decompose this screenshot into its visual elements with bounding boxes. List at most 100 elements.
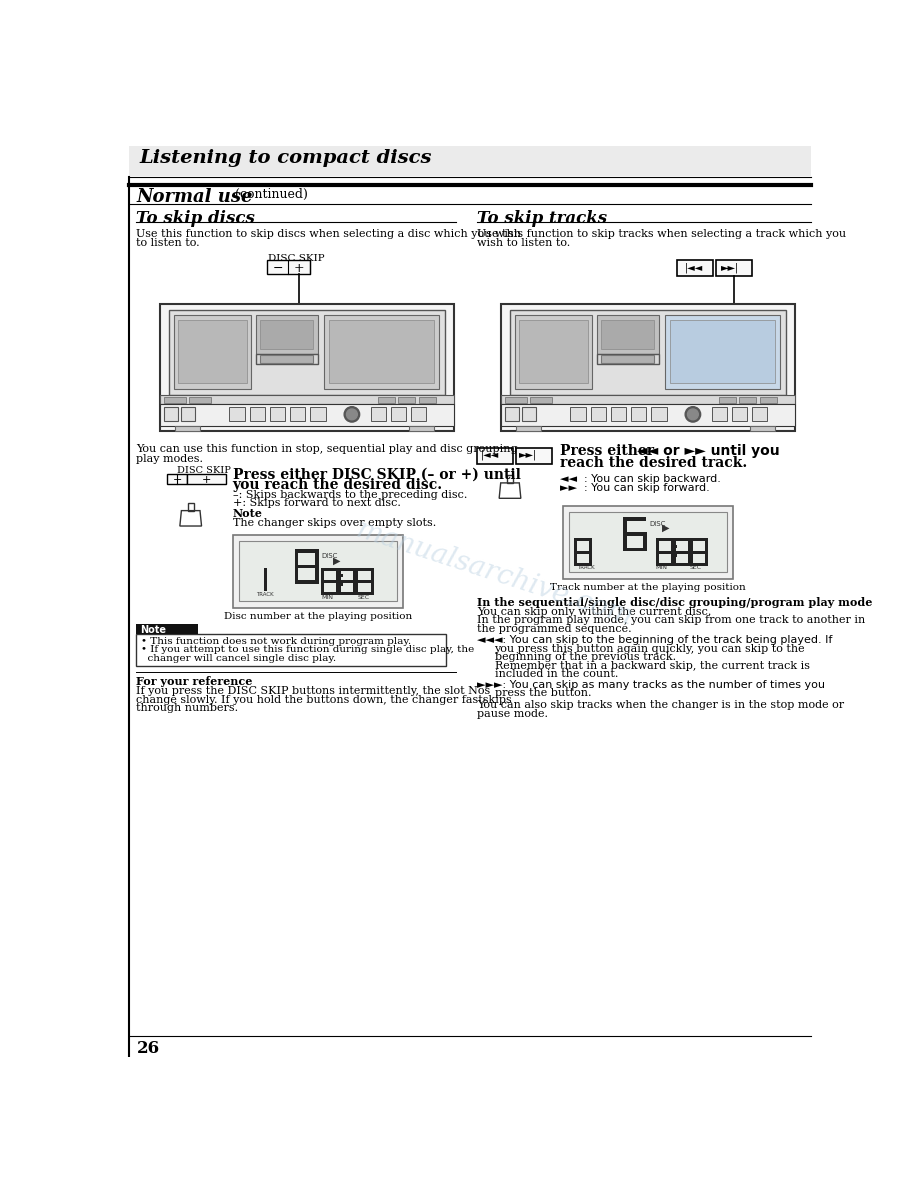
Text: the programmed sequence.: the programmed sequence. <box>477 624 633 634</box>
Text: DISC SKIP: DISC SKIP <box>268 254 324 264</box>
Bar <box>256 354 318 365</box>
Bar <box>419 397 436 403</box>
Bar <box>178 320 247 383</box>
Circle shape <box>346 409 357 419</box>
Bar <box>691 538 707 542</box>
Bar <box>655 551 659 565</box>
Bar <box>250 407 265 422</box>
Text: In the program play mode, you can skip from one track to another in: In the program play mode, you can skip f… <box>477 615 866 625</box>
Bar <box>398 397 416 403</box>
Bar <box>174 315 252 388</box>
Bar <box>137 634 446 666</box>
Bar <box>477 448 513 463</box>
Text: you reach the desired disc.: you reach the desired disc. <box>232 479 442 492</box>
Text: Press either DISC SKIP (– or +) until: Press either DISC SKIP (– or +) until <box>232 468 521 481</box>
Text: DISC: DISC <box>321 552 337 560</box>
Text: |◄◄: |◄◄ <box>685 263 703 273</box>
Bar <box>355 580 358 595</box>
Bar <box>597 315 659 354</box>
Text: 26: 26 <box>137 1040 160 1056</box>
Circle shape <box>688 409 699 419</box>
Text: Note: Note <box>232 508 263 519</box>
Bar <box>297 549 318 552</box>
Text: Track number at the playing position: Track number at the playing position <box>550 583 745 592</box>
Bar <box>353 580 356 595</box>
Bar <box>371 568 374 583</box>
Text: You can skip only within the current disc.: You can skip only within the current dis… <box>477 607 711 617</box>
Text: For your reference: For your reference <box>137 676 252 687</box>
Bar <box>705 538 709 554</box>
Bar <box>356 568 372 570</box>
Bar <box>340 580 355 583</box>
Bar <box>625 517 646 520</box>
Text: DISC: DISC <box>650 520 666 526</box>
Text: (continued): (continued) <box>231 188 308 201</box>
Text: +: Skips forward to next disc.: +: Skips forward to next disc. <box>232 498 400 508</box>
Text: MIN: MIN <box>655 565 667 570</box>
Bar <box>623 517 627 536</box>
Bar <box>657 538 673 542</box>
Bar <box>671 538 675 554</box>
Text: change slowly. If you hold the buttons down, the changer fastskips: change slowly. If you hold the buttons d… <box>137 695 512 704</box>
Bar <box>570 407 586 422</box>
Text: • This function does not work during program play.: • This function does not work during pro… <box>141 637 411 646</box>
Text: Use this function to skip discs when selecting a disc which you wish: Use this function to skip discs when sel… <box>137 229 521 239</box>
Bar <box>187 474 226 485</box>
Circle shape <box>344 406 360 422</box>
Bar <box>261 320 313 349</box>
Bar <box>574 551 577 565</box>
Bar <box>625 532 646 536</box>
Bar <box>505 407 520 422</box>
Text: ►►|: ►►| <box>520 450 538 460</box>
Bar <box>601 355 655 362</box>
Bar <box>688 538 691 554</box>
Bar <box>691 563 707 565</box>
Text: Normal use: Normal use <box>137 188 253 206</box>
Text: –: Skips backwards to the preceding disc.: –: Skips backwards to the preceding disc… <box>232 489 467 500</box>
Text: to listen to.: to listen to. <box>137 238 200 248</box>
Bar <box>295 564 298 583</box>
Bar <box>500 404 795 426</box>
Text: Listening to compact discs: Listening to compact discs <box>140 148 432 166</box>
Text: To skip tracks: To skip tracks <box>477 209 608 227</box>
Text: ◄◄◄: You can skip to the beginning of the track being played. If: ◄◄◄: You can skip to the beginning of th… <box>477 636 833 645</box>
Bar <box>601 320 655 349</box>
Bar <box>189 397 211 403</box>
Text: Use this function to skip tracks when selecting a track which you: Use this function to skip tracks when se… <box>477 229 846 239</box>
Bar <box>657 563 673 565</box>
Bar <box>321 580 324 595</box>
Bar <box>175 426 200 431</box>
Bar <box>675 538 689 542</box>
Bar <box>631 407 646 422</box>
Bar <box>340 574 342 577</box>
Text: press the button.: press the button. <box>495 689 591 699</box>
Text: TRACK: TRACK <box>577 565 594 570</box>
Text: ▶: ▶ <box>333 555 341 565</box>
Bar <box>340 583 342 586</box>
Text: −: − <box>273 261 283 274</box>
Bar <box>329 320 434 383</box>
Text: Disc number at the playing position: Disc number at the playing position <box>224 612 412 621</box>
Bar <box>295 549 298 568</box>
Text: included in the count.: included in the count. <box>495 669 618 680</box>
Bar <box>522 407 536 422</box>
Bar <box>409 426 434 431</box>
Bar <box>356 580 372 583</box>
Bar <box>353 568 356 583</box>
Bar <box>589 551 592 565</box>
Bar <box>673 538 676 554</box>
Bar <box>315 549 319 568</box>
Bar <box>711 407 727 422</box>
Bar <box>321 568 324 583</box>
Bar <box>669 320 775 383</box>
Text: through numbers.: through numbers. <box>137 703 239 713</box>
Bar <box>671 551 675 565</box>
Bar <box>167 474 187 485</box>
Bar <box>129 146 811 176</box>
Bar <box>625 548 646 551</box>
Text: ►►  : You can skip forward.: ►► : You can skip forward. <box>560 482 710 493</box>
Bar <box>266 260 310 274</box>
Text: +: + <box>202 475 211 485</box>
Text: beginning of the previous track.: beginning of the previous track. <box>495 652 676 662</box>
Text: You can also skip tracks when the changer is in the stop mode or: You can also skip tracks when the change… <box>477 700 845 710</box>
